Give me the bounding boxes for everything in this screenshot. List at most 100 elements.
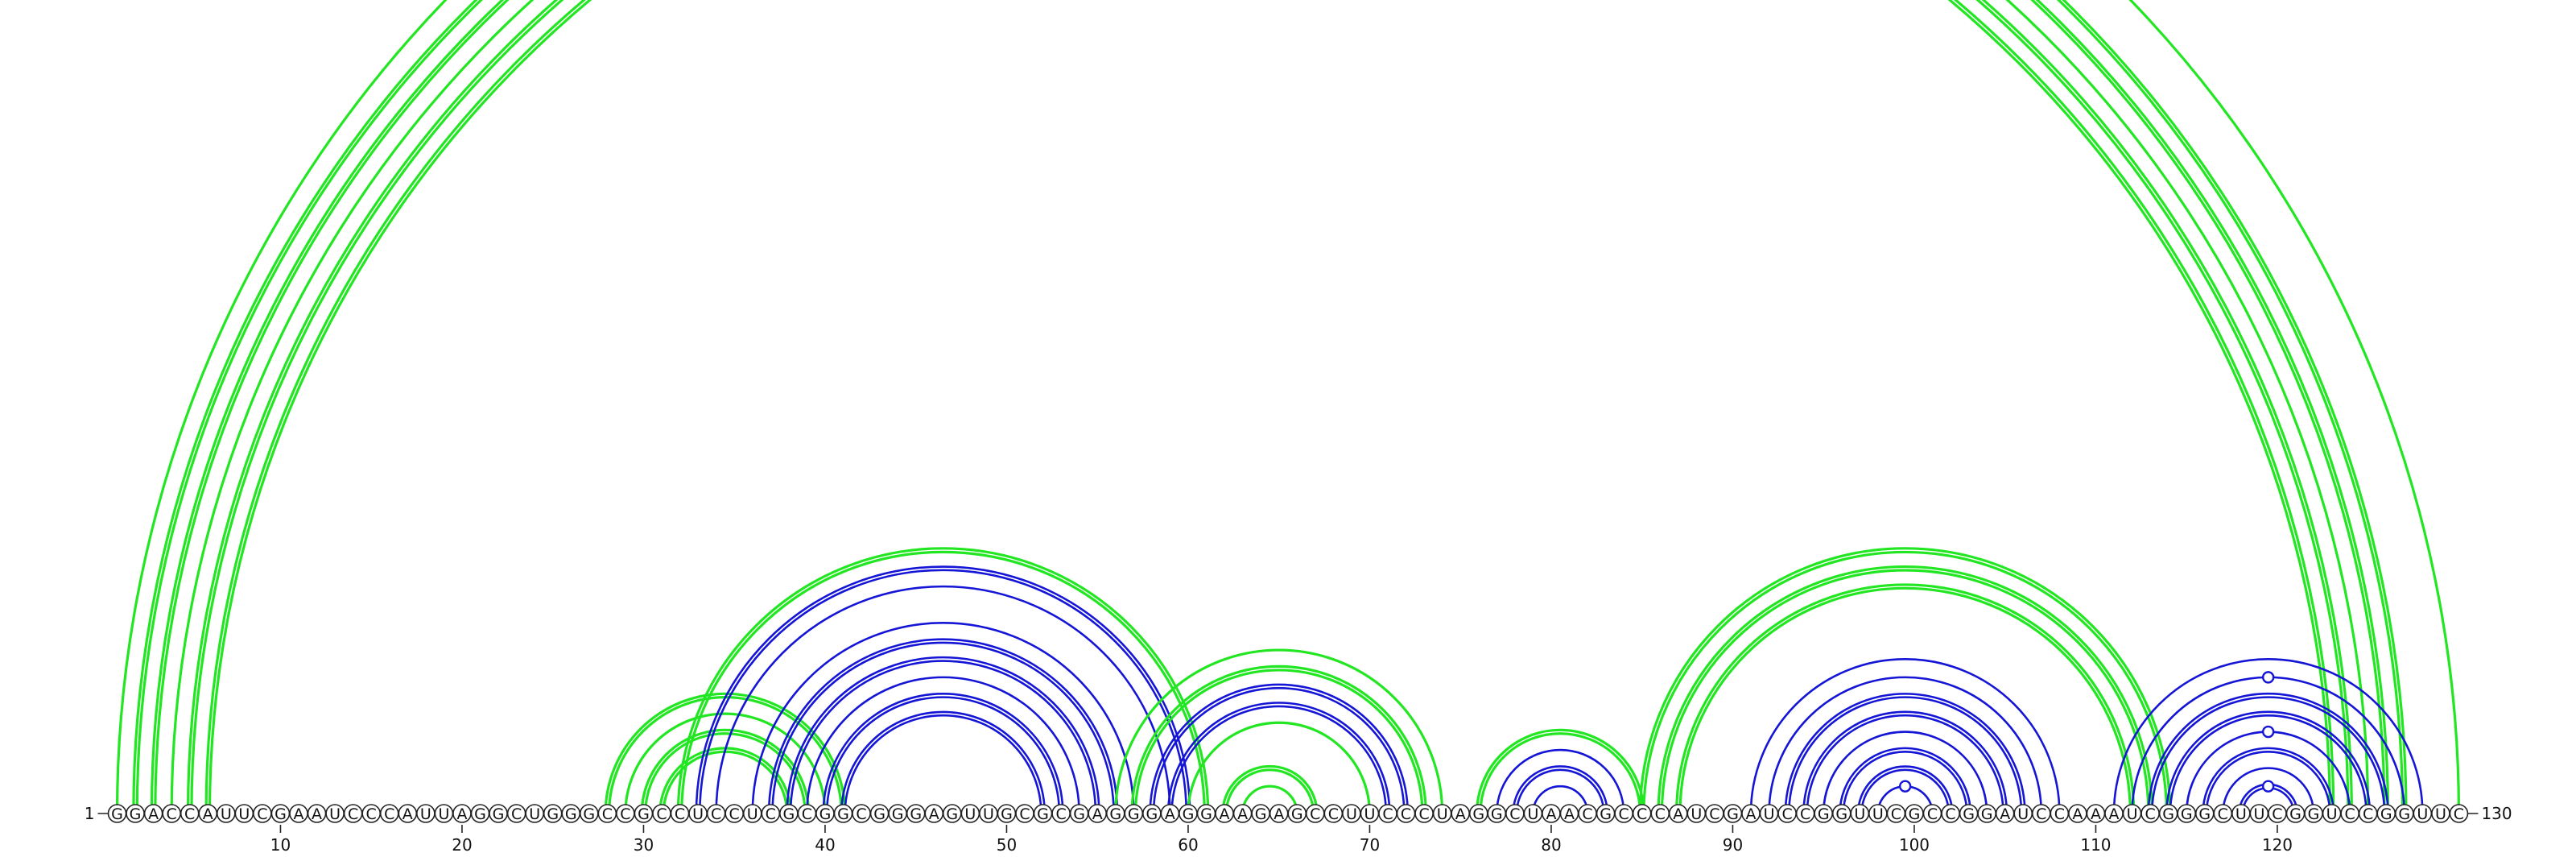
base-pair-arc bbox=[1166, 702, 1391, 815]
residue: U bbox=[216, 804, 236, 823]
residue-letter: G bbox=[2162, 805, 2174, 823]
arc-apex-marker bbox=[1898, 780, 1912, 793]
residue-letter: A bbox=[1673, 805, 1683, 823]
base-pair-arc bbox=[188, 0, 2352, 814]
residue-letter: C bbox=[1055, 805, 1066, 823]
residue: C bbox=[2032, 804, 2051, 823]
residue-letter: C bbox=[1800, 805, 1810, 823]
base-pair-arc bbox=[1241, 785, 1298, 815]
residue: G bbox=[1105, 804, 1125, 823]
residue: G bbox=[779, 804, 799, 823]
residue: G bbox=[869, 804, 890, 823]
residue: G bbox=[2285, 804, 2306, 823]
base-pair-arc bbox=[2112, 658, 2424, 815]
residue: U bbox=[1868, 804, 1888, 823]
residue: C bbox=[253, 804, 272, 823]
residue-letter: U bbox=[2235, 805, 2247, 823]
residue-letter: G bbox=[1909, 805, 1921, 823]
base-pair-arc bbox=[1657, 565, 2153, 815]
tick-label: 100 bbox=[1899, 835, 1930, 855]
base-pair-arc bbox=[1149, 683, 1410, 815]
residue: G bbox=[2376, 804, 2396, 823]
residue: A bbox=[1741, 804, 1761, 823]
residue-letter: A bbox=[929, 805, 939, 823]
residue-letter: A bbox=[402, 805, 413, 823]
residue: U bbox=[1342, 804, 1361, 823]
residue: A bbox=[2104, 804, 2124, 823]
residue-letter: A bbox=[1220, 805, 1230, 823]
residue: C bbox=[2340, 804, 2359, 823]
residue-letter: C bbox=[2054, 805, 2065, 823]
residue: G bbox=[833, 804, 853, 823]
sequence-start-label: 1 bbox=[85, 804, 95, 823]
residue-letter: G bbox=[583, 805, 595, 823]
residue-letter: G bbox=[1291, 805, 1303, 823]
residue-letter: A bbox=[2000, 805, 2010, 823]
base-pair-arc bbox=[715, 585, 1171, 815]
base-pair-arc bbox=[767, 638, 1119, 815]
residue-letter: U bbox=[2326, 805, 2338, 823]
base-pair-arc bbox=[840, 710, 1046, 815]
residue-letter: G bbox=[2308, 805, 2320, 823]
residue: C bbox=[670, 804, 690, 823]
residue-letter: C bbox=[511, 805, 522, 823]
residue-letter: C bbox=[2218, 805, 2228, 823]
residue: G bbox=[1251, 804, 1270, 823]
residue: G bbox=[815, 804, 835, 823]
residue-letter: U bbox=[2017, 805, 2029, 823]
base-pair-arc bbox=[2222, 767, 2315, 815]
residue-letter: U bbox=[1854, 805, 1865, 823]
residue-letter: C bbox=[620, 805, 630, 823]
residue: C bbox=[506, 804, 526, 823]
residue-letter: A bbox=[1274, 805, 1284, 823]
residue: U bbox=[525, 804, 544, 823]
residue: C bbox=[706, 804, 726, 823]
residue-letter: G bbox=[819, 805, 832, 823]
residue: C bbox=[1396, 804, 1416, 823]
residue-letter: C bbox=[729, 805, 740, 823]
base-pair-arc bbox=[2147, 692, 2389, 815]
residue-letter: C bbox=[1945, 805, 1955, 823]
residue: G bbox=[543, 804, 563, 823]
residue: C bbox=[724, 804, 745, 823]
residue: C bbox=[1705, 804, 1724, 823]
residue-letter: G bbox=[1109, 805, 1121, 823]
base-pair-arc bbox=[1768, 676, 2043, 815]
residue-letter: U bbox=[2127, 805, 2138, 823]
residue-letter: G bbox=[873, 805, 886, 823]
base-pair-arc bbox=[1822, 731, 1988, 815]
residue: U bbox=[1759, 804, 1779, 823]
base-pair-arc bbox=[1133, 669, 1424, 815]
base-pair-arc bbox=[132, 0, 2408, 815]
base-pair-arc bbox=[1152, 687, 1406, 815]
residue-letter: A bbox=[1455, 805, 1466, 823]
residue-letter: A bbox=[1564, 805, 1575, 823]
residue: A bbox=[143, 804, 163, 823]
residue: G bbox=[107, 804, 127, 823]
residue-letter: G bbox=[2380, 805, 2392, 823]
residue-letter: A bbox=[1092, 805, 1103, 823]
base-pair-arc bbox=[640, 728, 811, 815]
base-pair-arc bbox=[1532, 785, 1589, 815]
tick-label: 120 bbox=[2262, 835, 2293, 855]
residue: A bbox=[198, 804, 218, 823]
base-pair-arc bbox=[1638, 547, 2172, 815]
residue: C bbox=[1650, 804, 1670, 823]
residue-letter: A bbox=[2091, 805, 2101, 823]
base-pair-arc bbox=[751, 622, 1135, 815]
residue-letter: U bbox=[238, 805, 250, 823]
residue: C bbox=[852, 804, 871, 823]
base-pair-arc bbox=[680, 550, 1206, 815]
residue: G bbox=[1596, 804, 1616, 823]
residue: U bbox=[960, 804, 980, 823]
residue: A bbox=[1232, 804, 1253, 823]
residue: G bbox=[1287, 804, 1307, 823]
base-pair-arc bbox=[206, 0, 2334, 814]
residue-letter: C bbox=[1709, 805, 1719, 823]
residue-letter: C bbox=[2036, 805, 2046, 823]
residue: C bbox=[597, 804, 617, 823]
residue: G bbox=[1196, 804, 1216, 823]
residue: C bbox=[797, 804, 817, 823]
